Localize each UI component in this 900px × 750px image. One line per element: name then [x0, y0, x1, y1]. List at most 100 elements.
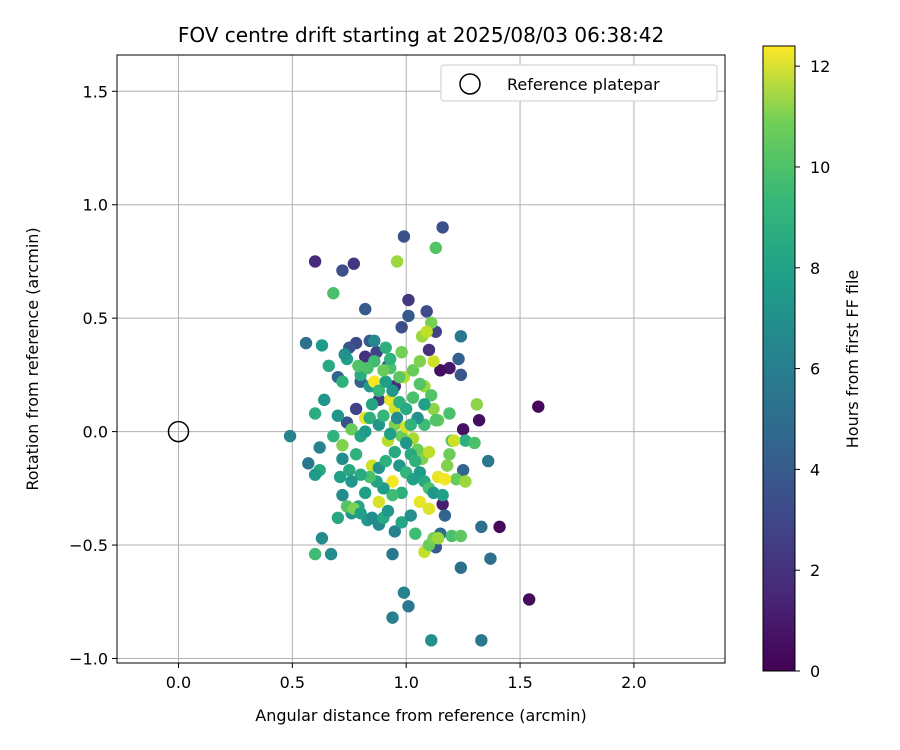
data-point — [481, 454, 495, 468]
data-point — [454, 561, 468, 574]
data-point — [456, 423, 470, 436]
data-point — [388, 445, 402, 459]
colorbar-tick-label: 12 — [810, 57, 830, 76]
data-point — [429, 241, 443, 255]
colorbar-tick-label: 6 — [810, 360, 820, 379]
data-point — [379, 454, 392, 468]
data-point — [452, 352, 465, 366]
data-point — [349, 448, 363, 461]
data-point — [459, 475, 472, 488]
data-point — [393, 370, 406, 384]
legend-entry-reference: Reference platepar — [507, 75, 660, 94]
colorbar-gradient — [762, 45, 796, 672]
data-point — [359, 486, 372, 500]
data-point — [484, 552, 497, 565]
data-point — [475, 520, 488, 534]
data-point — [532, 400, 545, 413]
y-tick-label: 0.0 — [83, 423, 108, 442]
data-point — [363, 411, 376, 425]
data-point — [308, 547, 322, 561]
data-point — [406, 391, 420, 404]
data-point — [456, 463, 470, 477]
colorbar: 0 2 4 6 8 10 12 Hours from first FF file — [762, 45, 862, 681]
data-point — [372, 495, 386, 509]
y-tick-label: 0.5 — [83, 309, 108, 328]
data-point — [434, 364, 447, 377]
colorbar-tick-label: 8 — [810, 259, 820, 278]
data-point — [443, 407, 456, 420]
data-point — [302, 457, 315, 470]
data-point — [493, 520, 506, 534]
data-point — [343, 463, 356, 477]
data-point — [436, 497, 449, 511]
data-point — [308, 255, 322, 268]
data-point — [436, 488, 449, 502]
data-point — [379, 341, 392, 354]
data-point — [468, 436, 481, 450]
y-tick-label: 1.5 — [83, 82, 108, 101]
y-axis-ticks: −1.0 −0.5 0.0 0.5 1.0 1.5 — [69, 82, 117, 668]
data-point — [436, 221, 449, 234]
data-points — [283, 221, 545, 647]
data-point — [333, 470, 347, 484]
data-point — [445, 529, 458, 543]
data-point — [377, 364, 390, 377]
data-point — [409, 454, 422, 468]
data-point — [338, 348, 351, 361]
data-point — [315, 532, 329, 545]
data-point — [413, 355, 427, 368]
data-point — [381, 504, 395, 518]
data-point — [438, 509, 452, 522]
data-point — [438, 473, 452, 486]
data-point — [327, 287, 340, 300]
data-point — [475, 634, 488, 647]
data-point — [406, 364, 420, 377]
data-point — [327, 429, 340, 443]
data-point — [384, 352, 397, 366]
data-point — [402, 293, 415, 307]
data-point — [454, 368, 468, 382]
data-point — [413, 495, 427, 509]
data-point — [299, 336, 313, 350]
data-point — [422, 445, 436, 459]
data-point — [397, 230, 411, 243]
data-point — [443, 448, 456, 461]
data-point — [322, 359, 335, 373]
data-point — [454, 330, 468, 343]
data-point — [429, 414, 443, 427]
data-point — [336, 452, 349, 466]
data-point — [395, 321, 408, 334]
legend-marker-icon — [459, 73, 481, 95]
data-point — [422, 343, 436, 357]
data-point — [454, 529, 468, 543]
data-point — [308, 468, 322, 481]
plot-frame — [116, 54, 726, 664]
data-point — [418, 398, 431, 411]
data-point — [427, 355, 440, 368]
grid — [117, 55, 725, 663]
data-point — [315, 339, 329, 352]
data-point — [386, 488, 399, 502]
x-axis-ticks: 0.0 0.5 1.0 1.5 2.0 — [166, 663, 647, 692]
x-tick-label: 0.0 — [166, 673, 191, 692]
data-point — [379, 375, 392, 388]
data-point — [447, 434, 461, 447]
colorbar-label: Hours from first FF file — [843, 270, 862, 449]
data-point — [470, 398, 483, 411]
colorbar-ticks: 0 2 4 6 8 10 12 — [795, 57, 830, 681]
data-point — [368, 334, 381, 348]
y-tick-label: −0.5 — [69, 536, 108, 555]
data-point — [399, 402, 413, 416]
data-point — [377, 409, 390, 422]
x-tick-label: 1.0 — [393, 673, 418, 692]
data-point — [359, 302, 372, 316]
data-point — [354, 468, 367, 481]
colorbar-tick-label: 0 — [810, 662, 820, 681]
data-point — [522, 593, 536, 606]
data-point — [318, 393, 331, 407]
data-point — [402, 309, 415, 323]
data-point — [386, 475, 399, 488]
legend: Reference platepar — [440, 64, 718, 102]
data-point — [336, 264, 349, 277]
